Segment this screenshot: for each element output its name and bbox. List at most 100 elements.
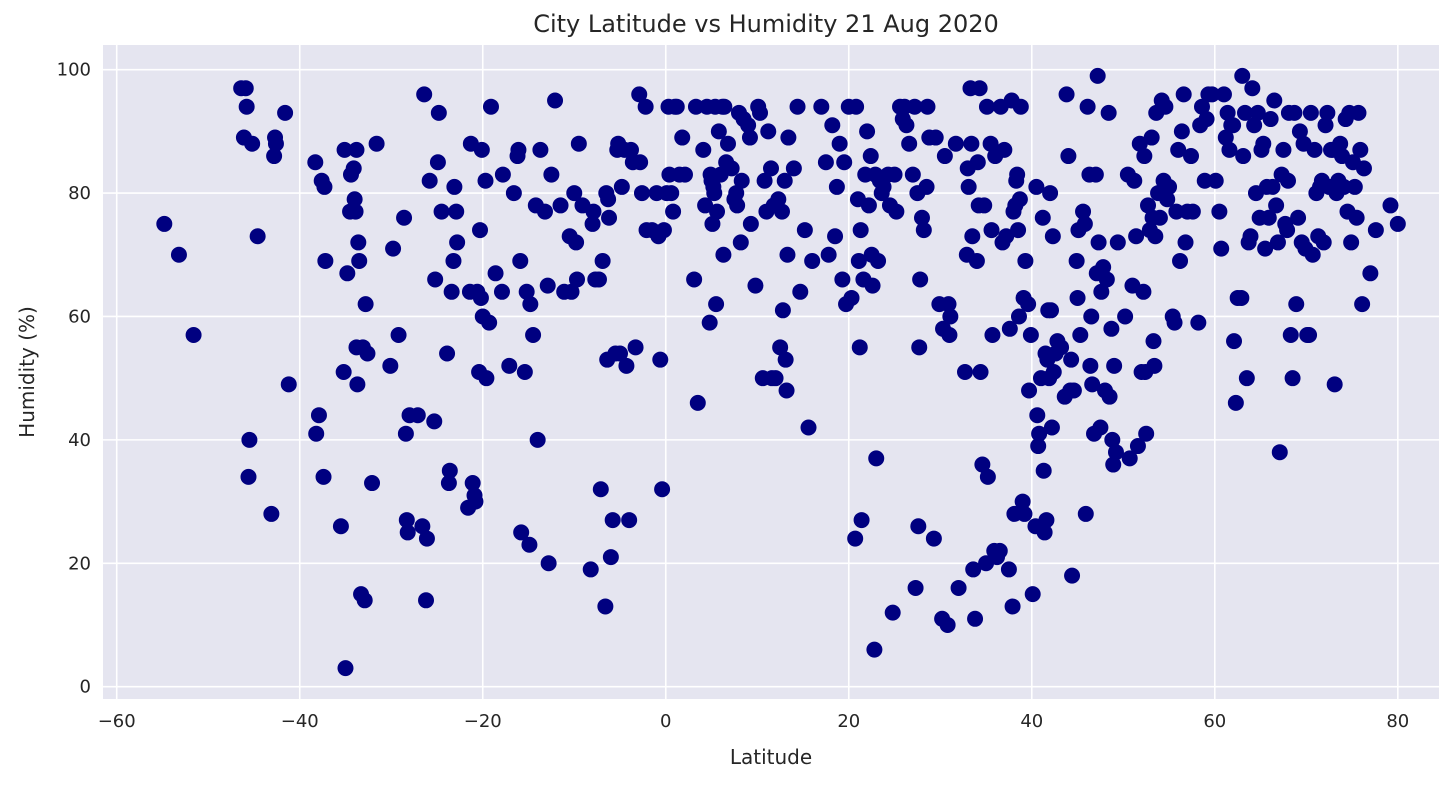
data-point <box>472 289 489 306</box>
data-point <box>525 326 542 343</box>
data-point <box>1244 80 1261 97</box>
data-point <box>866 641 883 658</box>
data-point <box>267 135 284 152</box>
data-point <box>307 154 324 171</box>
data-point <box>240 468 257 485</box>
x-tick-label: −20 <box>464 711 502 732</box>
data-point <box>237 80 254 97</box>
data-point <box>510 141 527 158</box>
data-point <box>848 98 865 115</box>
data-point <box>482 98 499 115</box>
data-point <box>1092 419 1109 436</box>
data-point <box>621 512 638 529</box>
data-point <box>170 246 187 263</box>
data-point <box>552 197 569 214</box>
y-tick-label: 80 <box>68 183 91 204</box>
data-point <box>778 382 795 399</box>
data-point <box>969 154 986 171</box>
data-point <box>780 129 797 146</box>
data-point <box>1319 104 1336 121</box>
y-tick-label: 100 <box>57 60 91 81</box>
y-axis-label: Humidity (%) <box>15 306 39 438</box>
data-point <box>513 524 530 541</box>
data-point <box>594 252 611 269</box>
data-point <box>910 518 927 535</box>
y-tick-label: 20 <box>68 553 91 574</box>
data-point <box>439 345 456 362</box>
data-point <box>1286 104 1303 121</box>
data-point <box>582 561 599 578</box>
data-points <box>156 67 1406 677</box>
data-point <box>996 141 1013 158</box>
data-point <box>1004 598 1021 615</box>
data-point <box>339 265 356 282</box>
data-point <box>1207 172 1224 189</box>
data-point <box>332 518 349 535</box>
data-point <box>359 345 376 362</box>
data-point <box>569 271 586 288</box>
data-point <box>862 148 879 165</box>
data-point <box>1190 314 1207 331</box>
data-point <box>385 240 402 257</box>
data-point <box>1215 86 1232 103</box>
data-point <box>631 86 648 103</box>
data-point <box>901 135 918 152</box>
data-point <box>1058 86 1075 103</box>
data-point <box>674 129 691 146</box>
data-point <box>1010 308 1027 325</box>
data-point <box>898 117 915 134</box>
data-point <box>310 407 327 424</box>
data-point <box>1034 209 1051 226</box>
data-point <box>1234 67 1251 84</box>
data-point <box>1382 197 1399 214</box>
data-point <box>1280 172 1297 189</box>
data-point <box>1255 135 1272 152</box>
data-point <box>448 203 465 220</box>
data-point <box>1306 141 1323 158</box>
data-point <box>1044 228 1061 245</box>
data-point <box>964 228 981 245</box>
data-point <box>927 129 944 146</box>
data-point <box>820 246 837 263</box>
data-point <box>813 98 830 115</box>
data-point <box>316 178 333 195</box>
data-point <box>1260 209 1277 226</box>
data-point <box>1173 123 1190 140</box>
data-point <box>719 135 736 152</box>
data-point <box>1053 339 1070 356</box>
data-point <box>824 117 841 134</box>
data-point <box>1068 252 1085 269</box>
data-point <box>1257 240 1274 257</box>
data-point <box>1069 289 1086 306</box>
data-point <box>1009 166 1026 183</box>
data-point <box>1284 370 1301 387</box>
data-point <box>1084 376 1101 393</box>
data-point <box>1072 326 1089 343</box>
data-point <box>1290 209 1307 226</box>
data-point <box>936 148 953 165</box>
data-point <box>652 351 669 368</box>
data-point <box>1117 308 1134 325</box>
data-point <box>979 468 996 485</box>
data-point <box>418 530 435 547</box>
data-point <box>1038 512 1055 529</box>
data-point <box>654 481 671 498</box>
data-point <box>1043 302 1060 319</box>
data-point <box>1249 104 1266 121</box>
data-point <box>1100 104 1117 121</box>
data-point <box>972 364 989 380</box>
data-point <box>390 326 407 343</box>
data-point <box>817 154 834 171</box>
data-point <box>776 172 793 189</box>
data-point <box>831 135 848 152</box>
data-point <box>430 104 447 121</box>
data-point <box>494 166 511 183</box>
data-point <box>1355 160 1372 177</box>
data-point <box>1000 561 1017 578</box>
data-point <box>601 209 618 226</box>
data-point <box>1022 326 1039 343</box>
data-point <box>1042 185 1059 202</box>
data-point <box>1266 92 1283 109</box>
data-point <box>357 296 374 313</box>
data-point <box>1170 141 1187 158</box>
